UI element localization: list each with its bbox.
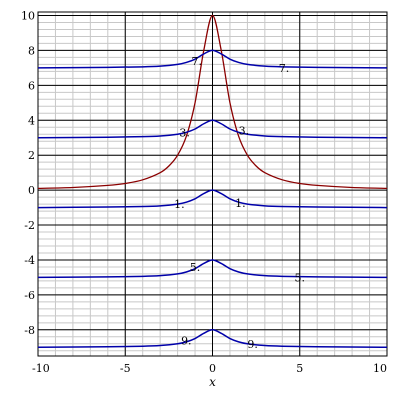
y-tick-label: -2 <box>24 219 35 232</box>
contour-label: 7. <box>279 62 290 75</box>
series-level-curve-5 <box>37 329 388 349</box>
series-level-curve-3 <box>37 189 388 209</box>
contour-label: 5. <box>190 261 201 274</box>
x-tick-label: 0 <box>209 362 216 375</box>
y-tick-label: 2 <box>28 149 35 162</box>
x-tick-label: -10 <box>32 362 50 375</box>
x-tick-label: 5 <box>296 362 303 375</box>
contour-label: 1. <box>235 197 246 210</box>
contour-label: 9. <box>181 334 192 347</box>
contour-label: 9. <box>247 338 258 351</box>
y-tick-label: 0 <box>28 184 35 197</box>
x-tick-label: 10 <box>373 362 387 375</box>
y-tick-label: -6 <box>24 289 35 302</box>
series-level-curve-4 <box>37 259 388 279</box>
x-tick-label: -5 <box>120 362 131 375</box>
x-axis-title: x <box>209 375 216 389</box>
y-tick-label: 6 <box>28 79 35 92</box>
contour-label: 5. <box>295 271 306 284</box>
contour-label: 3. <box>239 125 250 138</box>
y-tick-label: 8 <box>28 44 35 57</box>
y-tick-label: -8 <box>24 324 35 337</box>
annotation-layer: 7. 7. 3. 3. 1. 1. 5. 5. 9. 9. <box>174 55 305 351</box>
plot-frame <box>37 11 388 357</box>
series-level-curve-2 <box>37 119 388 139</box>
contour-label: 7. <box>192 55 203 68</box>
y-tick-label: 4 <box>28 114 35 127</box>
contour-label: 3. <box>179 126 190 139</box>
y-tick-label: -4 <box>24 254 35 267</box>
series-peak-curve <box>37 14 388 190</box>
tick-labels: -10 -5 0 5 10 -8 -6 -4 -2 0 2 4 6 8 10 <box>21 9 387 375</box>
contour-label: 1. <box>174 198 185 211</box>
series-layer <box>37 14 388 349</box>
series-level-curve-1 <box>37 49 388 69</box>
y-tick-label: 10 <box>21 9 35 22</box>
